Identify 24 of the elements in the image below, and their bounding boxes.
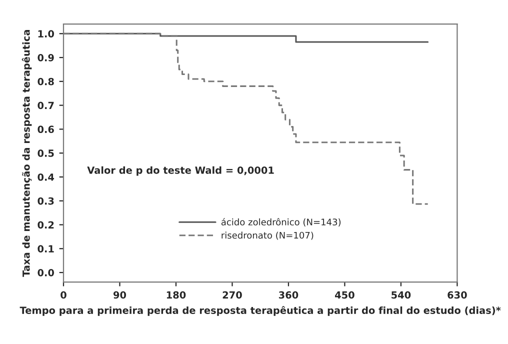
legend-label: ácido zoledrônico (N=143) — [221, 218, 341, 226]
y-tick-label: 0.5 — [38, 150, 54, 157]
y-tick-label: 0.2 — [38, 221, 54, 229]
y-tick-label: 0.0 — [38, 269, 54, 276]
x-tick-label: 180 — [166, 291, 186, 299]
x-tick-label: 450 — [335, 291, 354, 299]
x-tick-label: 540 — [392, 291, 411, 299]
x-tick-label: 360 — [278, 291, 298, 299]
x-tick-label: 90 — [113, 291, 126, 299]
legend-label: risedronato (N=107) — [222, 232, 314, 240]
y-tick-label: 0.3 — [38, 197, 54, 205]
x-axis-title: Tempo para a primeira perda de resposta terapêutica a partir do final do estudo (dias)* — [20, 306, 501, 316]
x-tick-label: 630 — [448, 291, 467, 299]
y-tick-label: 0.7 — [38, 102, 54, 110]
annotation: Valor de p do teste Wald = 0,0001 — [87, 166, 274, 176]
y-axis-title: Taxa de manutenção da resposta terapêutica — [22, 30, 32, 277]
y-tick-label: 0.6 — [38, 126, 54, 134]
y-tick-label: 0.4 — [38, 173, 54, 181]
y-tick-label: 1.0 — [38, 30, 54, 38]
y-tick-label: 0.1 — [38, 245, 54, 252]
y-tick-label: 0.9 — [38, 54, 54, 62]
y-tick-label: 0.8 — [38, 78, 54, 86]
x-tick-label: 0 — [60, 291, 66, 299]
x-tick-label: 270 — [222, 291, 242, 299]
